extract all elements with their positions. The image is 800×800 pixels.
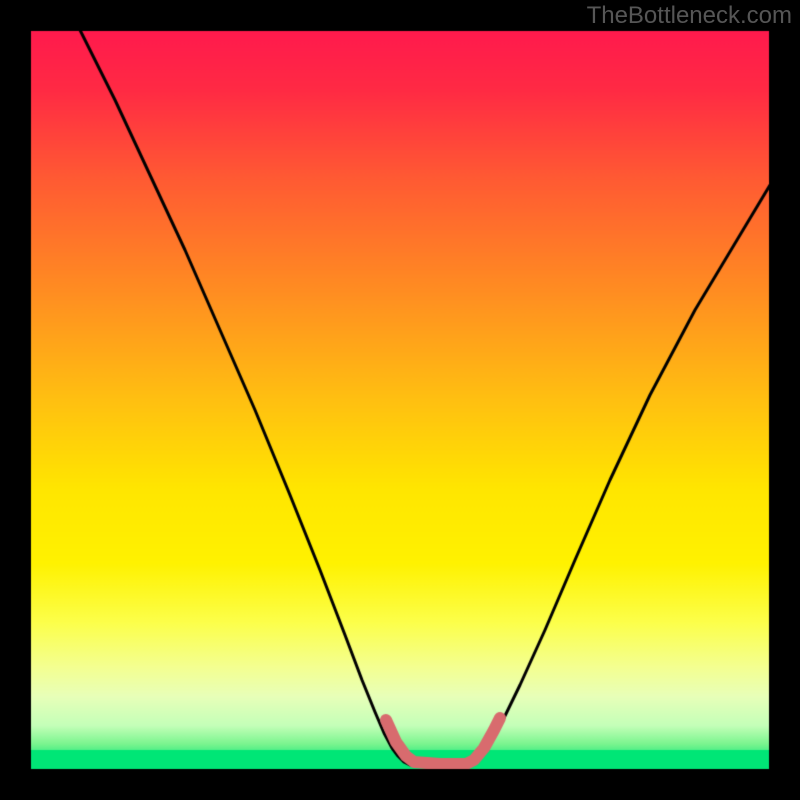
chart-canvas bbox=[0, 0, 800, 800]
chart-stage: TheBottleneck.com bbox=[0, 0, 800, 800]
watermark-label: TheBottleneck.com bbox=[587, 2, 792, 30]
